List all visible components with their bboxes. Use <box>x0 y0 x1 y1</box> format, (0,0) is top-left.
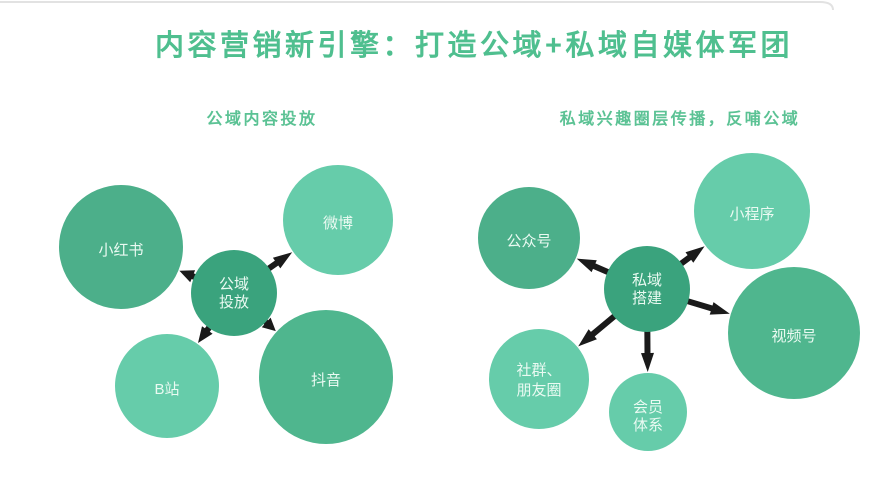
svg-text:小程序: 小程序 <box>729 206 774 223</box>
svg-text:社群、: 社群、 <box>516 362 561 379</box>
svg-text:公域: 公域 <box>219 276 249 293</box>
svg-text:视频号: 视频号 <box>771 328 816 345</box>
svg-text:抖音: 抖音 <box>311 372 341 389</box>
svg-text:会员: 会员 <box>633 399 663 416</box>
svg-text:内容营销新引擎：打造公域+私域自媒体军团: 内容营销新引擎：打造公域+私域自媒体军团 <box>155 28 793 62</box>
svg-text:体系: 体系 <box>633 417 663 434</box>
svg-text:小红书: 小红书 <box>98 242 143 259</box>
svg-text:投放: 投放 <box>219 294 249 311</box>
svg-text:B站: B站 <box>154 381 179 398</box>
svg-text:公众号: 公众号 <box>506 233 551 250</box>
svg-text:朋友圈: 朋友圈 <box>516 382 561 399</box>
svg-text:私域: 私域 <box>632 272 662 289</box>
svg-text:私域兴趣圈层传播，反哺公域: 私域兴趣圈层传播，反哺公域 <box>560 109 801 128</box>
svg-text:搭建: 搭建 <box>632 290 662 307</box>
svg-text:微博: 微博 <box>323 215 353 232</box>
svg-text:公域内容投放: 公域内容投放 <box>206 109 317 128</box>
